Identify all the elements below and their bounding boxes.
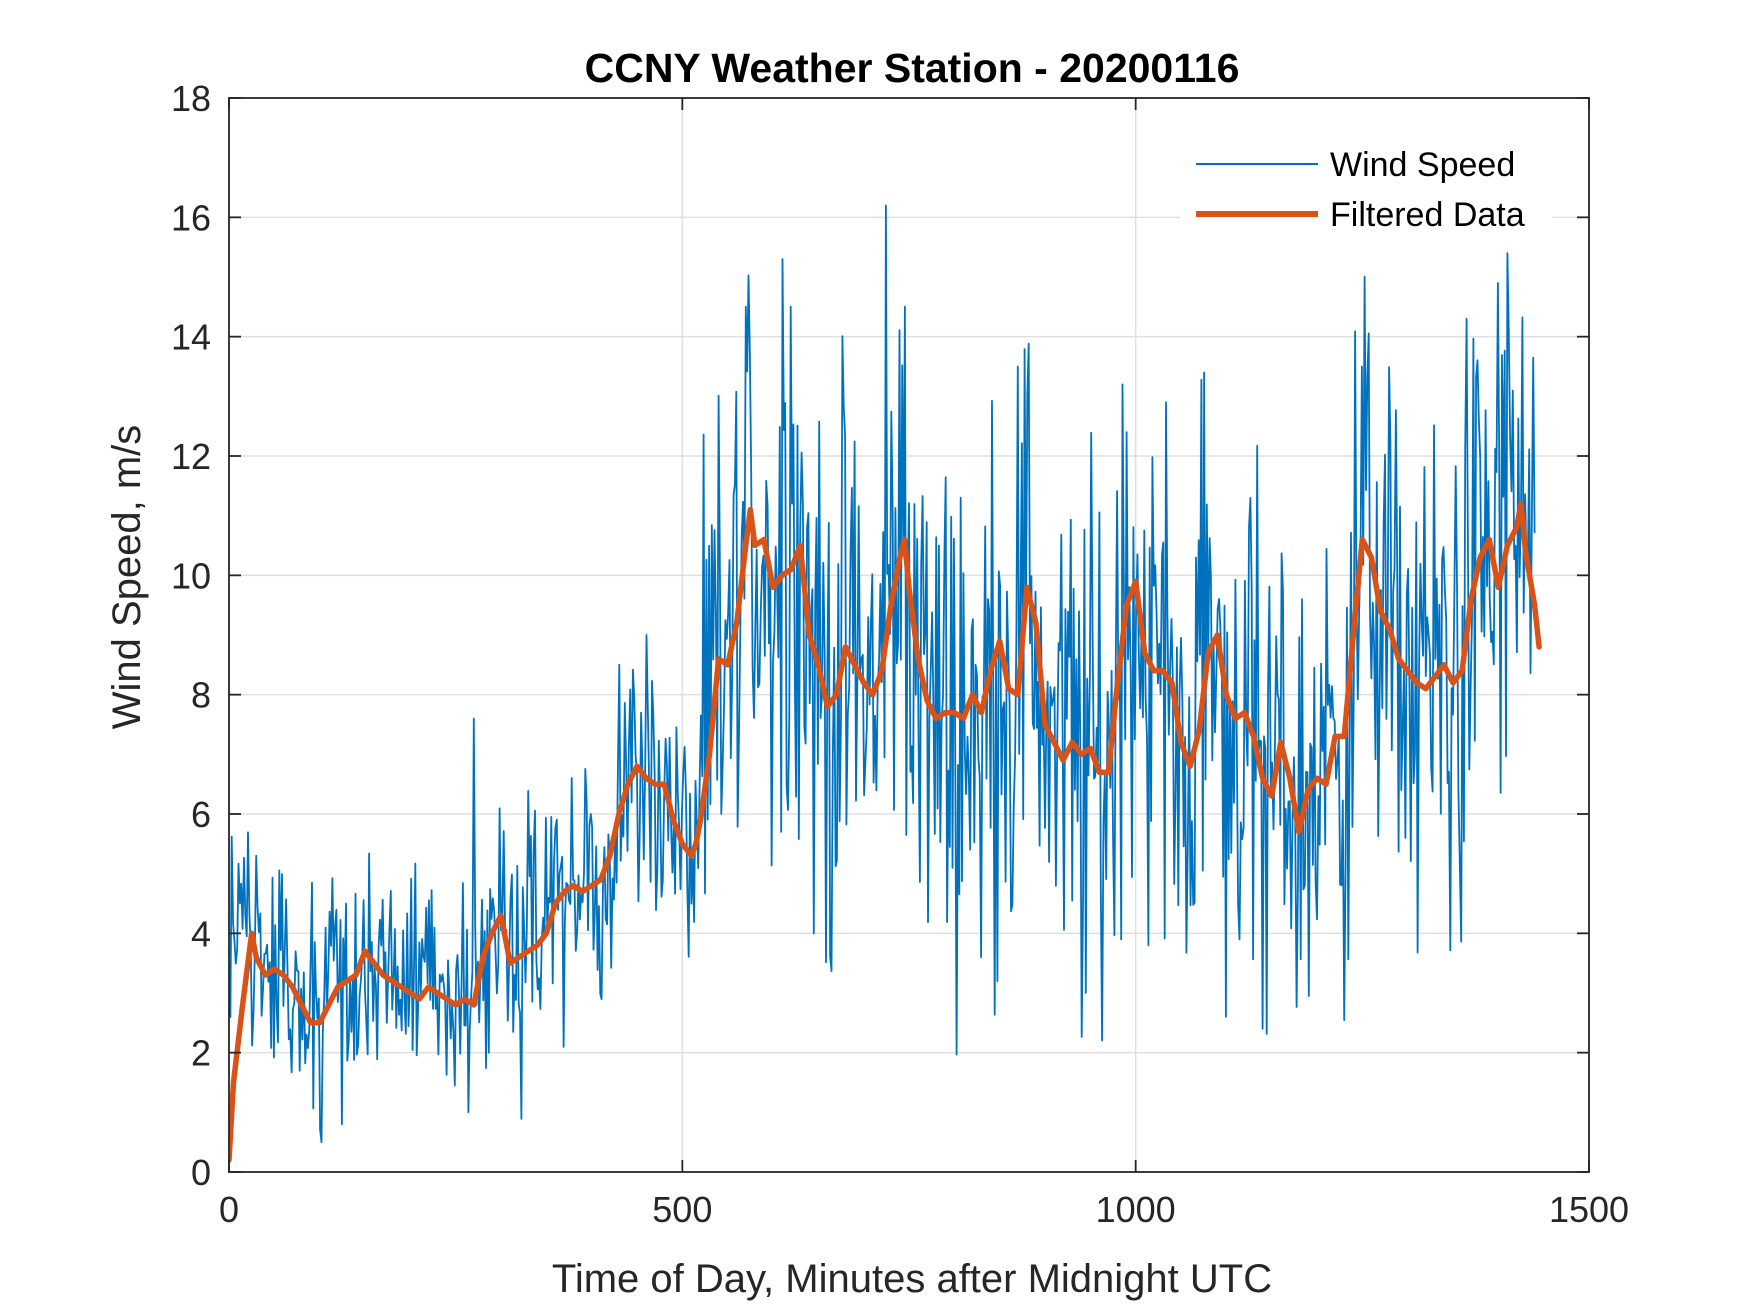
axes-box [228,97,1590,1173]
y-tick-label: 16 [171,197,211,238]
x-tick-label: 1500 [1549,1189,1629,1230]
y-tick-label: 8 [191,675,211,716]
y-tick-label: 4 [191,913,211,954]
y-tick-label: 6 [191,794,211,835]
chart-title: CCNY Weather Station - 20200116 [585,45,1240,91]
legend: Wind Speed Filtered Data [1180,138,1552,245]
series-line-filtered-data [229,500,1542,1163]
x-tick-label: 0 [219,1189,239,1230]
axes: 0 500 1000 1500 0 2 4 6 8 10 12 14 16 18 [171,78,1629,1230]
y-tick-label: 12 [171,436,211,477]
y-tick-label: 0 [191,1152,211,1193]
x-tick-label: 500 [652,1189,712,1230]
legend-box [1180,138,1552,245]
y-tick-label: 18 [171,78,211,119]
y-axis-label: Wind Speed, m/s [105,425,149,730]
plot-area [229,204,1542,1163]
legend-label-filtered-data: Filtered Data [1330,196,1525,234]
series-line-wind-speed [229,204,1536,1144]
legend-label-wind-speed: Wind Speed [1330,146,1515,184]
y-tick-label: 2 [191,1033,211,1074]
x-axis-label: Time of Day, Minutes after Midnight UTC [552,1257,1272,1301]
x-tick-label: 1000 [1096,1189,1176,1230]
y-tick-label: 14 [171,317,211,358]
y-tick-label: 10 [171,555,211,596]
